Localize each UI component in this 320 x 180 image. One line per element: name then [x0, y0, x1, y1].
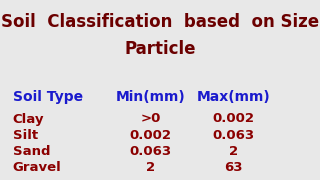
Text: Particle: Particle — [124, 40, 196, 58]
Text: 63: 63 — [224, 161, 243, 174]
Text: 2: 2 — [146, 161, 155, 174]
Text: Soil Type: Soil Type — [13, 90, 83, 104]
Text: 0.063: 0.063 — [212, 129, 255, 142]
Text: Max(mm): Max(mm) — [197, 90, 270, 104]
Text: Silt: Silt — [13, 129, 38, 142]
Text: Clay: Clay — [13, 112, 44, 125]
Text: Min(mm): Min(mm) — [116, 90, 185, 104]
Text: Soil  Classification  based  on Size: Soil Classification based on Size — [1, 13, 319, 31]
Text: 2: 2 — [229, 145, 238, 158]
Text: 0.002: 0.002 — [212, 112, 255, 125]
Text: >0: >0 — [140, 112, 161, 125]
Text: Sand: Sand — [13, 145, 50, 158]
Text: 0.063: 0.063 — [129, 145, 172, 158]
Text: Gravel: Gravel — [13, 161, 61, 174]
Text: 0.002: 0.002 — [129, 129, 172, 142]
